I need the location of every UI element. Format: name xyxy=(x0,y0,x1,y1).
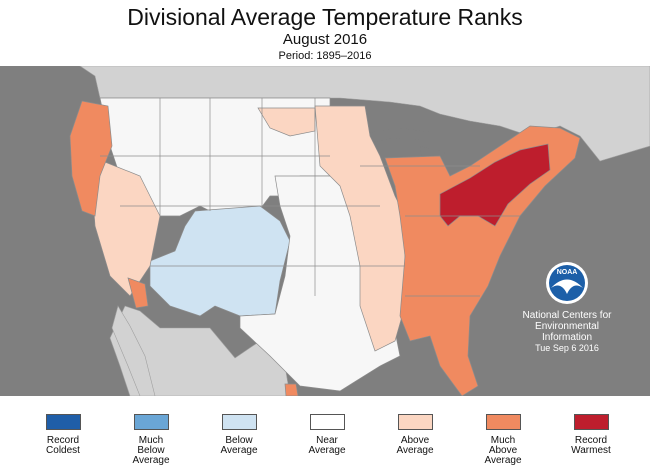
legend-item-record-warmest: Record Warmest xyxy=(551,414,631,456)
credit-line-2: Environmental xyxy=(535,321,599,332)
legend-item-below: Below Average xyxy=(199,414,279,456)
legend-label: Near Average xyxy=(308,435,346,456)
region-northeast-record xyxy=(439,143,551,227)
legend-label: Record Coldest xyxy=(46,435,80,456)
credit-line-1: National Centers for xyxy=(522,310,612,321)
noaa-logo-text: NOAA xyxy=(557,269,578,276)
region-socal-muchabove xyxy=(127,277,149,309)
legend-swatch xyxy=(485,414,521,430)
region-east-muchabove xyxy=(384,125,581,396)
region-nevada-above xyxy=(89,155,161,297)
legend-item-near: Near Average xyxy=(287,414,367,456)
legend-item-much-below: Much Below Average xyxy=(111,414,191,466)
region-texas-coast-muchabove xyxy=(284,383,299,396)
credit-line-3: Information xyxy=(541,332,593,343)
legend-label: Record Warmest xyxy=(571,435,611,456)
legend-label: Much Above Average xyxy=(484,435,522,466)
legend-label: Much Below Average xyxy=(132,435,170,466)
legend-item-record-coldest: Record Coldest xyxy=(23,414,103,456)
credit-date: Tue Sep 6 2016 xyxy=(535,343,599,353)
state-borders xyxy=(100,98,520,297)
legend-swatch xyxy=(133,414,169,430)
legend-swatch xyxy=(45,414,81,430)
temperature-rank-map: NOAA xyxy=(0,66,650,396)
legend-swatch xyxy=(573,414,609,430)
legend-label: Above Average xyxy=(396,435,434,456)
legend-label: Below Average xyxy=(220,435,258,456)
map-title: Divisional Average Temperature Ranks xyxy=(127,4,523,30)
legend-item-much-above: Much Above Average xyxy=(463,414,543,466)
region-pacific-muchabove xyxy=(69,100,113,217)
legend-item-above: Above Average xyxy=(375,414,455,456)
legend: Record Coldest Much Below Average Below … xyxy=(0,396,650,475)
credit-block: National Centers for Environmental Infor… xyxy=(512,310,622,354)
map-subtitle: August 2016 xyxy=(282,31,368,48)
map-period: Period: 1895–2016 xyxy=(278,50,372,62)
legend-swatch xyxy=(397,414,433,430)
region-midwest-above xyxy=(314,105,406,352)
region-montana-above xyxy=(257,107,316,137)
legend-swatch xyxy=(221,414,257,430)
legend-swatch xyxy=(309,414,345,430)
region-southwest-below xyxy=(149,205,291,317)
noaa-logo-gull xyxy=(551,279,583,294)
noaa-logo: NOAA xyxy=(546,262,588,304)
baja-land xyxy=(111,305,156,396)
